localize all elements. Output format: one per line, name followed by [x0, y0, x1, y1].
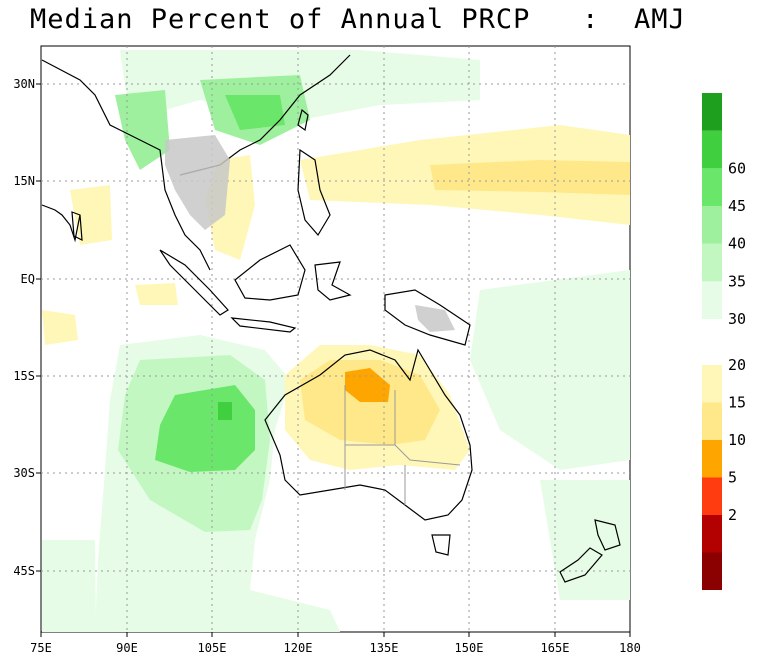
- java: [230, 317, 297, 333]
- lat-label: 30S: [13, 466, 35, 480]
- lon-label: 75E: [30, 641, 52, 655]
- colorbar-swatch-upper: [702, 206, 722, 244]
- green-region-pacific-east: [470, 270, 630, 470]
- lon-label: 120E: [284, 641, 313, 655]
- lon-label: 105E: [198, 641, 227, 655]
- colorbar-swatch-lower: [702, 552, 722, 590]
- gray-land: [165, 135, 455, 332]
- colorbar-label-lower: 15: [728, 394, 746, 412]
- lat-label: 15N: [13, 174, 35, 188]
- colorbar-swatch-lower: [702, 440, 722, 478]
- colorbar-swatch-upper: [702, 93, 722, 131]
- colorbar-label-lower: 10: [728, 431, 746, 449]
- lat-label: 30N: [13, 77, 35, 91]
- green-region-south: [42, 540, 96, 632]
- png-gray: [415, 305, 455, 332]
- green-region-bay: [115, 90, 170, 170]
- lon-label: 180: [619, 641, 641, 655]
- tasmania: [431, 534, 451, 556]
- australia: [264, 348, 473, 521]
- taiwan: [297, 108, 309, 132]
- yellow-region-sumatra: [135, 283, 178, 305]
- lat-label: 45S: [13, 564, 35, 578]
- colorbar-swatch-lower: [702, 365, 722, 403]
- sri-lanka: [71, 211, 83, 242]
- new-zealand-north: [594, 519, 621, 551]
- colorbar-swatch-upper: [702, 243, 722, 282]
- yellow-region-australia-core: [300, 360, 440, 445]
- sumatra: [159, 249, 229, 316]
- colorbar-label-upper: 40: [728, 235, 746, 253]
- lon-label: 165E: [541, 641, 570, 655]
- sulawesi: [314, 261, 352, 301]
- longitude-labels: 75E 90E 105E 120E 135E 150E 165E 180: [30, 632, 641, 655]
- colorbar-label-lower: 2: [728, 506, 737, 524]
- philippines: [297, 148, 331, 237]
- colorbar-label-upper: 35: [728, 272, 746, 290]
- yellow-band-pacific-core: [430, 160, 630, 195]
- colorbar-swatch-upper: [702, 130, 722, 169]
- green-region-china-peak: [225, 95, 285, 130]
- colorbar-label-upper: 60: [728, 159, 746, 177]
- colorbar: 30 35 40 45 60 20 15 10 5 2: [702, 93, 746, 590]
- lat-label: EQ: [21, 272, 35, 286]
- colorbar-label-lower: 20: [728, 356, 746, 374]
- colorbar-label-lower: 5: [728, 469, 737, 487]
- new-zealand-south: [559, 547, 603, 583]
- coastlines: [41, 54, 621, 583]
- colorbar-swatch-upper: [702, 168, 722, 206]
- green-region-peak: [218, 402, 232, 420]
- colorbar-swatch-lower: [702, 402, 722, 440]
- colorbar-label-upper: 30: [728, 310, 746, 328]
- latitude-labels: 30N 15N EQ 15S 30S 45S: [13, 77, 41, 578]
- indochina-gray: [165, 135, 230, 230]
- map-title: Median Percent of Annual PRCP : AMJ: [30, 4, 686, 35]
- lon-label: 150E: [455, 641, 484, 655]
- yellow-region-india: [70, 185, 112, 245]
- colorbar-label-upper: 45: [728, 197, 746, 215]
- yellow-region-west: [42, 310, 78, 345]
- colorbar-swatch-upper: [702, 281, 722, 319]
- borneo: [234, 244, 306, 301]
- new-guinea: [384, 289, 471, 346]
- lat-label: 15S: [13, 369, 35, 383]
- lon-label: 135E: [370, 641, 399, 655]
- australia-borders: [344, 385, 461, 505]
- lon-label: 90E: [116, 641, 138, 655]
- india-coast: [41, 204, 81, 243]
- colorbar-swatch-lower: [702, 477, 722, 515]
- colorbar-swatch-lower: [702, 515, 722, 553]
